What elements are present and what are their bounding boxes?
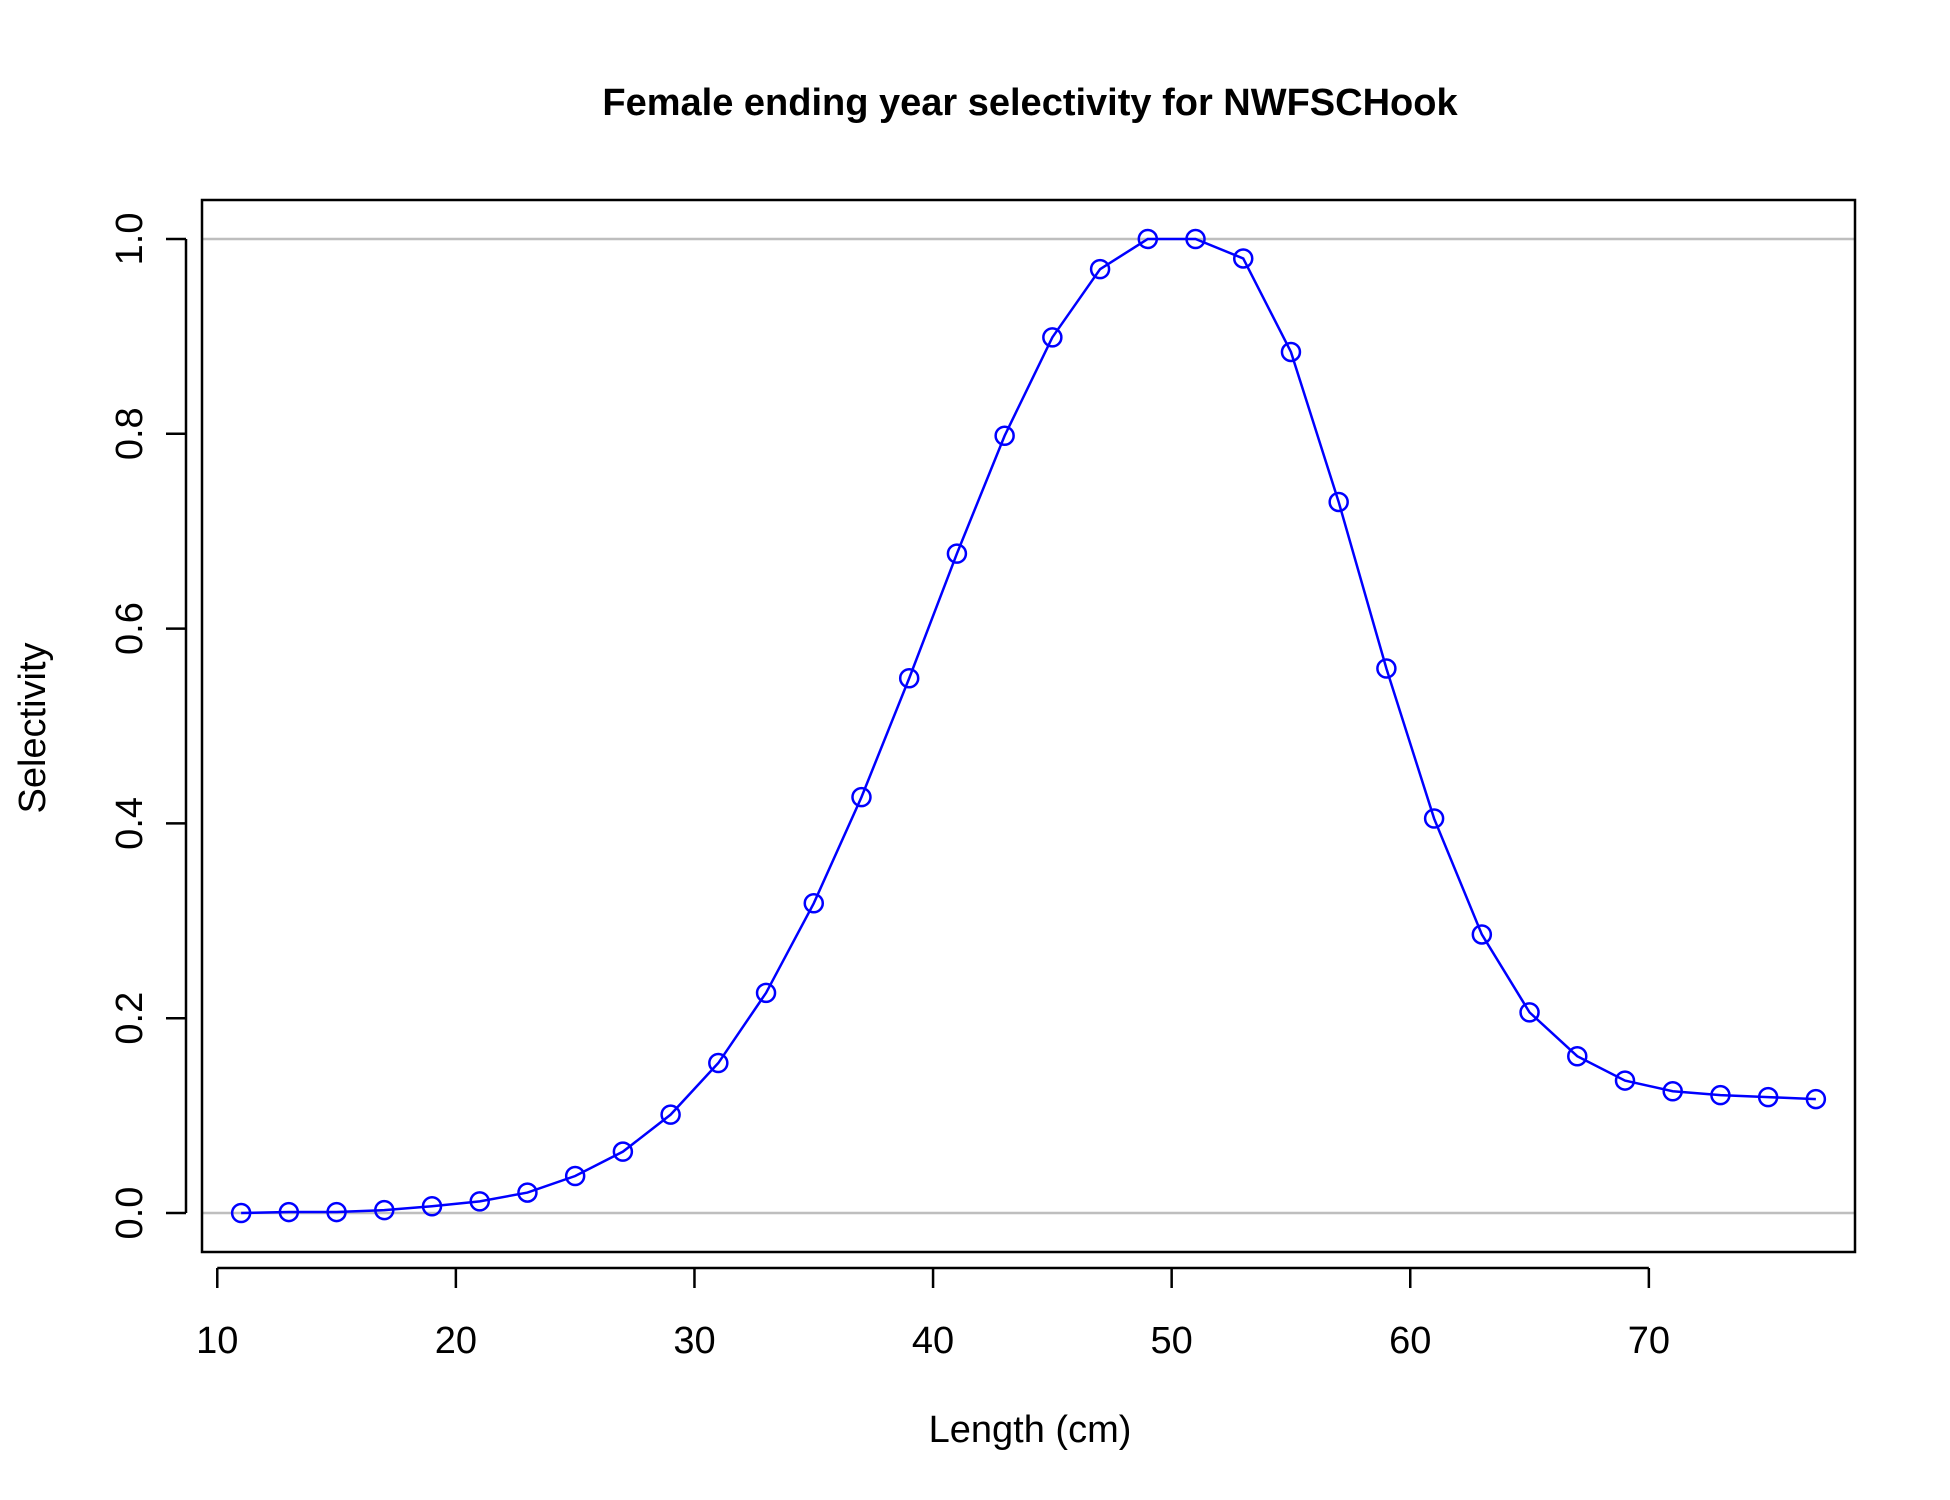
y-tick-label-4: 0.8 — [109, 407, 151, 460]
data-point-0-5 — [469, 1191, 490, 1212]
data-point-0-23 — [1328, 491, 1349, 513]
data-point-0-7 — [564, 1165, 586, 1187]
x-tick-label-4: 50 — [1151, 1320, 1193, 1362]
x-tick-label-1: 20 — [435, 1320, 477, 1362]
data-point-0-30 — [1662, 1081, 1683, 1102]
data-point-0-16 — [994, 425, 1015, 446]
x-tick-label-0: 10 — [196, 1320, 238, 1362]
data-point-0-11 — [755, 982, 777, 1004]
y-tick-label-0: 0.0 — [109, 1187, 151, 1240]
data-point-0-0 — [230, 1202, 252, 1224]
data-point-0-32 — [1757, 1086, 1779, 1108]
data-point-0-1 — [278, 1201, 300, 1223]
data-point-0-15 — [946, 543, 968, 564]
data-point-0-25 — [1423, 808, 1445, 829]
x-tick-label-2: 30 — [673, 1320, 715, 1362]
data-point-0-8 — [612, 1141, 634, 1162]
x-tick-label-6: 70 — [1628, 1320, 1670, 1362]
chart-title: Female ending year selectivity for NWFSC… — [602, 82, 1458, 124]
data-point-0-9 — [660, 1104, 681, 1125]
x-tick-label-3: 40 — [912, 1320, 954, 1362]
x-tick-label-5: 60 — [1389, 1320, 1431, 1362]
y-tick-label-1: 0.2 — [109, 992, 151, 1045]
data-point-0-24 — [1376, 658, 1397, 679]
data-point-0-2 — [326, 1201, 347, 1223]
data-point-0-22 — [1280, 341, 1302, 363]
y-tick-label-3: 0.6 — [109, 602, 151, 655]
data-point-0-19 — [1137, 228, 1159, 250]
data-point-0-18 — [1089, 258, 1111, 280]
data-point-0-29 — [1614, 1070, 1636, 1091]
data-point-0-13 — [851, 786, 872, 808]
plot-frame — [200, 198, 1857, 1254]
data-point-0-4 — [421, 1195, 443, 1217]
x-axis-label: Length (cm) — [929, 1409, 1132, 1451]
plot-area — [202, 228, 1855, 1224]
data-point-0-28 — [1567, 1045, 1588, 1067]
y-axis: 0.0 0.2 0.4 0.6 0.8 1.0 — [109, 213, 188, 1240]
data-point-0-21 — [1232, 248, 1254, 269]
data-point-0-10 — [708, 1052, 729, 1074]
data-point-0-3 — [374, 1199, 395, 1221]
y-axis-label: Selectivity — [12, 642, 54, 813]
data-point-0-33 — [1805, 1088, 1827, 1110]
series-line-0 — [241, 237, 1816, 1215]
data-point-0-17 — [1042, 327, 1063, 348]
data-point-0-26 — [1471, 924, 1493, 945]
data-point-0-12 — [803, 893, 825, 914]
data-point-0-20 — [1185, 228, 1206, 250]
data-point-0-27 — [1519, 1002, 1540, 1023]
y-tick-label-2: 0.4 — [109, 797, 151, 850]
data-point-0-31 — [1710, 1084, 1731, 1106]
data-point-0-14 — [898, 668, 920, 689]
x-axis: 10 20 30 40 50 60 70 — [196, 1266, 1670, 1362]
y-tick-label-5: 1.0 — [109, 213, 151, 266]
data-point-0-6 — [517, 1182, 538, 1203]
